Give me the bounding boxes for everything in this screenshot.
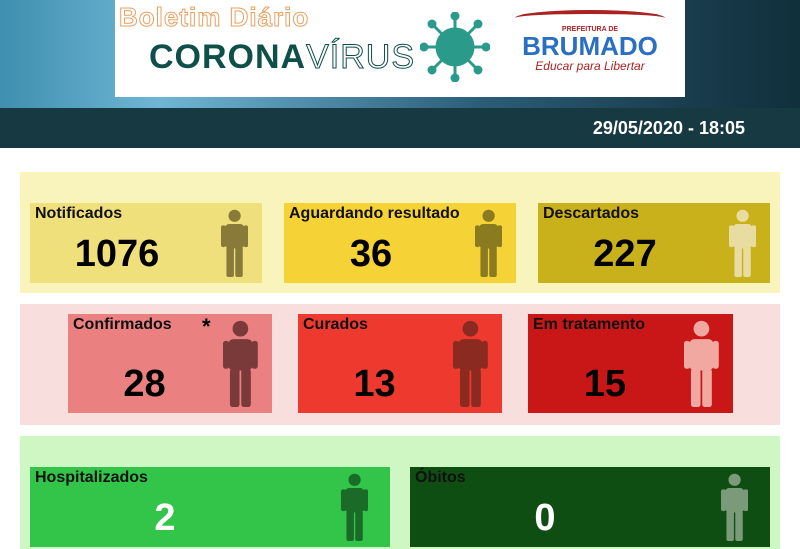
stat-card-obitos: Óbitos 0 bbox=[410, 467, 770, 547]
person-icon bbox=[684, 320, 719, 407]
book-icon bbox=[515, 10, 665, 26]
brumado-logo: PREFEITURA DE BRUMADO Educar para Libert… bbox=[515, 10, 665, 73]
stat-label: Confirmados bbox=[73, 316, 172, 333]
person-icon bbox=[340, 473, 368, 541]
person-icon bbox=[453, 320, 488, 407]
header-banner: Boletim Diário CORONAVÍRUS PREFEITURA DE… bbox=[0, 0, 800, 108]
stat-value: 2 bbox=[154, 497, 176, 539]
report-datetime: 29/05/2020 - 18:05 bbox=[592, 118, 745, 138]
person-icon bbox=[474, 209, 502, 277]
stat-card-aguardando: Aguardando resultado 36 bbox=[284, 203, 516, 283]
stat-value: 0 bbox=[534, 497, 556, 539]
stat-value: 227 bbox=[593, 233, 657, 275]
stat-label: Curados bbox=[303, 316, 368, 333]
stat-value: 28 bbox=[123, 363, 166, 405]
stat-value: 13 bbox=[353, 363, 396, 405]
footnote-marker: * bbox=[202, 314, 211, 339]
stat-card-em-tratamento: Em tratamento 15 bbox=[528, 314, 733, 413]
bulletin-title: Boletim Diário bbox=[118, 2, 310, 33]
virus-icon bbox=[420, 12, 490, 82]
stat-card-notificados: Notificados 1076 bbox=[30, 203, 262, 283]
person-icon bbox=[220, 209, 248, 277]
person-icon bbox=[728, 209, 756, 277]
stat-label: Óbitos bbox=[415, 469, 466, 486]
stat-value: 1076 bbox=[74, 233, 160, 275]
stat-value: 36 bbox=[349, 233, 393, 275]
stat-card-curados: Curados 13 bbox=[298, 314, 502, 413]
person-icon bbox=[223, 320, 258, 407]
stat-label: Notificados bbox=[35, 205, 123, 222]
corona-title: CORONAVÍRUS bbox=[149, 38, 416, 77]
stat-label: Hospitalizados bbox=[35, 469, 148, 486]
stat-value: 15 bbox=[583, 363, 627, 405]
person-icon bbox=[720, 473, 748, 541]
stat-card-confirmados: Confirmados 28 * bbox=[68, 314, 272, 413]
date-bar bbox=[0, 108, 800, 148]
stat-card-descartados: Descartados 227 bbox=[538, 203, 770, 283]
stat-card-hospitalizados: Hospitalizados 2 bbox=[30, 467, 390, 547]
logo-panel: Boletim Diário CORONAVÍRUS PREFEITURA DE… bbox=[115, 0, 685, 97]
stat-label: Em tratamento bbox=[533, 316, 646, 333]
stat-label: Aguardando resultado bbox=[289, 205, 460, 222]
stat-label: Descartados bbox=[543, 205, 640, 222]
